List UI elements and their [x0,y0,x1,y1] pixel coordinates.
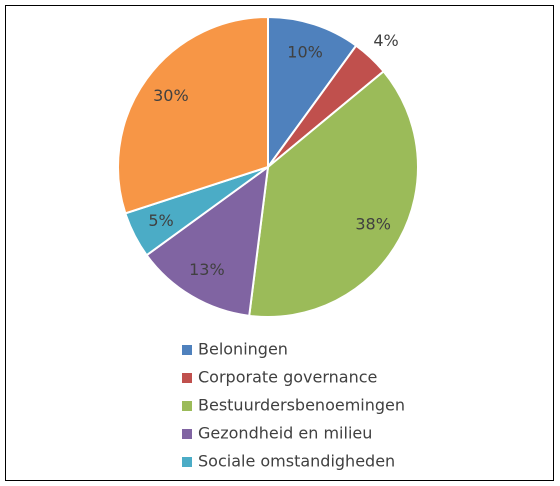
legend-label: Beloningen [198,340,288,359]
legend-swatch [182,429,192,439]
legend-swatch [182,345,192,355]
legend-swatch [182,373,192,383]
legend-label: Sociale omstandigheden [198,452,395,471]
legend-swatch [182,401,192,411]
data-label: 30% [153,86,189,105]
pie-slice [248,69,419,318]
legend-label: Corporate governance [198,368,377,387]
pie-slice [267,15,358,171]
pie-slice [117,15,269,215]
pie-slice [145,164,270,317]
data-label: 4% [373,31,398,50]
legend-swatch [182,457,192,467]
legend-label: Bestuurdersbenoemingen [198,396,405,415]
data-label: 13% [189,260,225,279]
data-label: 38% [355,214,391,233]
legend-label: Gezondheid en milieu [198,424,372,443]
data-label: 10% [287,42,323,61]
data-label: 5% [148,211,173,230]
